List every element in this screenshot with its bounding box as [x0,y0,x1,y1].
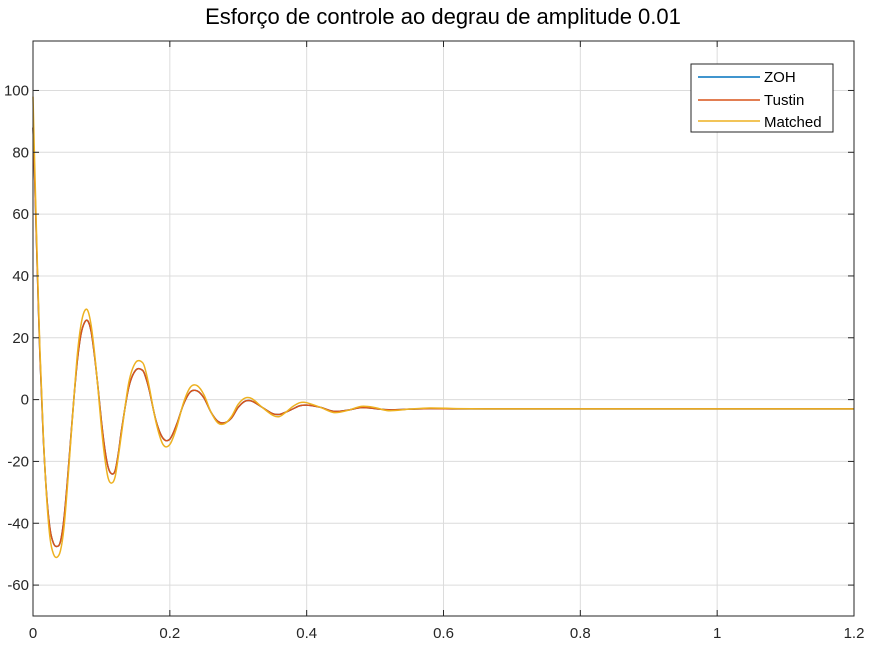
y-tick-label: 60 [12,206,29,223]
legend-label-zoh: ZOH [764,69,796,86]
y-tick-label: -40 [7,515,29,532]
y-tick-label: 40 [12,268,29,285]
x-tick-label: 0.2 [159,625,180,642]
series-line-matched [32,96,854,559]
y-tick-label: 100 [4,82,29,99]
x-tick-label: 0 [29,625,37,642]
axis-ticks: 0 0.2 0.4 0.6 0.8 1 1.2 -60 -40 -20 0 20 40 60 80 100 [4,41,864,642]
x-tick-label: 1.2 [844,625,865,642]
x-tick-label: 1 [713,625,721,642]
y-tick-label: -60 [7,577,29,594]
series-layer [32,96,854,559]
y-tick-label: 0 [21,392,29,409]
y-tick-label: 20 [12,330,29,347]
y-tick-label: -20 [7,453,29,470]
legend: ZOH Tustin Matched [690,63,834,133]
legend-label-matched: Matched [764,114,822,131]
chart-title: Esforço de controle ao degrau de amplitu… [205,4,681,29]
x-tick-label: 0.8 [570,625,591,642]
x-tick-label: 0.6 [433,625,454,642]
grid-lines [33,41,854,616]
legend-label-tustin: Tustin [764,92,804,109]
x-tick-label: 0.4 [296,625,317,642]
y-tick-label: 80 [12,144,29,161]
